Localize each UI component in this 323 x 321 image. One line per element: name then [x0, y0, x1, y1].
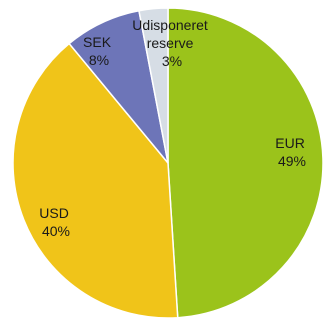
- label-sek: SEK 8%: [83, 34, 115, 68]
- label-eur-name: EUR: [275, 135, 305, 151]
- slice-usd: [12, 42, 179, 319]
- label-usd: USD 40%: [39, 205, 72, 239]
- label-reserve-value: 3%: [162, 53, 182, 69]
- label-usd-name: USD: [39, 205, 69, 221]
- label-reserve: Udisponeret reserve 3%: [132, 17, 211, 69]
- label-eur: EUR 49%: [275, 135, 308, 169]
- label-reserve-name-line2: reserve: [147, 35, 194, 51]
- label-sek-name: SEK: [83, 34, 112, 50]
- label-usd-value: 40%: [42, 223, 70, 239]
- label-eur-value: 49%: [278, 153, 306, 169]
- pie-slices: [12, 7, 323, 319]
- label-sek-value: 8%: [89, 52, 109, 68]
- slice-reserve: [138, 7, 169, 164]
- label-reserve-name-line1: Udisponeret: [132, 17, 208, 33]
